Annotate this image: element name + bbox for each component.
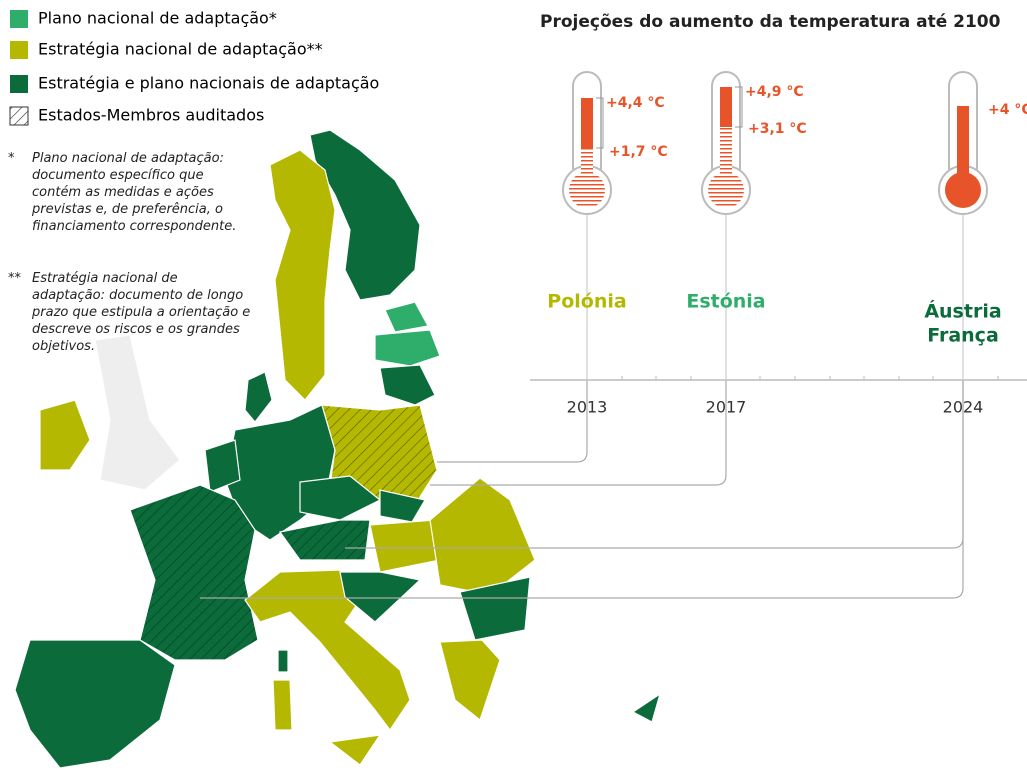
- sardinia: [272, 679, 293, 731]
- uk: [94, 334, 181, 491]
- legend-label: Plano nacional de adaptação*: [38, 9, 277, 28]
- hungary: [369, 519, 441, 573]
- legend-label: Estados-Membros auditados: [38, 106, 264, 125]
- country-label: Estónia: [686, 291, 765, 313]
- note-marker: **: [8, 271, 21, 286]
- legend-label: Estratégia e plano nacionais de adaptaçã…: [38, 74, 379, 93]
- legend-label: Estratégia nacional de adaptação**: [38, 40, 323, 59]
- lithuania: [379, 364, 436, 406]
- timeline-ticks: [621, 376, 999, 380]
- year: 2024: [943, 398, 984, 417]
- iberia: [14, 639, 176, 769]
- thermometer: [562, 71, 612, 215]
- temperature: +4,9 °C: [745, 84, 804, 100]
- country-label: Áustria: [924, 300, 1001, 323]
- denmark: [244, 371, 273, 423]
- legend-swatch: [10, 41, 28, 59]
- sweden: [269, 149, 336, 401]
- italy: [244, 569, 411, 732]
- note: * Plano nacional de adaptação: documento …: [8, 150, 254, 235]
- finland: [309, 129, 421, 301]
- corsica: [277, 649, 289, 673]
- country-label: França: [927, 325, 999, 347]
- france: [129, 484, 259, 661]
- note-marker: *: [8, 151, 15, 166]
- cyprus: [631, 692, 662, 723]
- greece: [439, 639, 501, 722]
- legend-swatch: [9, 106, 29, 126]
- temperature: +3,1 °C: [748, 121, 807, 137]
- year: 2017: [706, 398, 747, 417]
- romania: [429, 477, 536, 596]
- legend-swatch: [10, 75, 28, 93]
- note-text: Estratégia nacional de adaptação: docume…: [32, 271, 251, 354]
- estonia: [384, 301, 429, 333]
- connector: [430, 380, 727, 486]
- ireland: [39, 399, 91, 471]
- thermometer: [701, 71, 751, 215]
- timeline-title: Projeções do aumento da temperatura até …: [540, 12, 1001, 32]
- croatia: [339, 571, 422, 623]
- legend-swatch: [10, 10, 28, 28]
- connectors: [200, 380, 964, 599]
- thermometer: [938, 71, 988, 215]
- thermo-stems: [586, 215, 964, 380]
- benelux: [204, 439, 241, 493]
- year: 2013: [567, 398, 608, 417]
- bulgaria: [459, 576, 531, 641]
- connector: [200, 380, 964, 599]
- czechia: [299, 475, 382, 521]
- connector: [437, 380, 588, 463]
- map: [14, 129, 662, 769]
- latvia: [374, 329, 441, 367]
- temperature: +4,4 °C: [606, 95, 665, 111]
- note: ** Estratégia nacional de adaptação: docu…: [8, 270, 254, 355]
- austria: [278, 519, 371, 561]
- sicily: [328, 734, 382, 766]
- country-label: Polónia: [547, 291, 626, 313]
- temperature: +4 °C: [988, 102, 1027, 118]
- temperature: +1,7 °C: [609, 144, 668, 160]
- note-text: Plano nacional de adaptação: documento e…: [32, 151, 237, 234]
